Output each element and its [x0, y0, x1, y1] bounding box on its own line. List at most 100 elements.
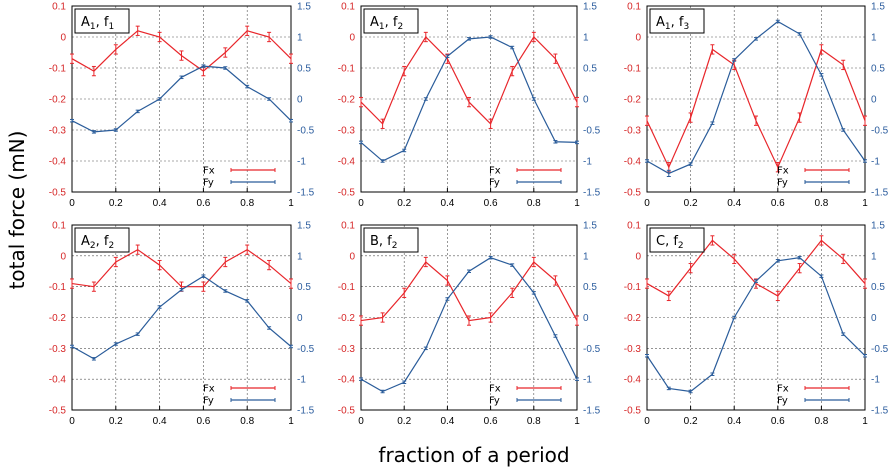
panel-title-text: A1, f3 [656, 15, 689, 32]
y-left-tick-label: -0.4 [624, 375, 642, 386]
error-bar-fy [402, 380, 407, 384]
error-bar-fx [245, 25, 250, 36]
y-right-tick-label: 1 [297, 33, 303, 44]
error-bar-fy [553, 140, 558, 144]
legend-entry-fy: Fy [777, 178, 850, 189]
error-bar-fy [423, 346, 428, 351]
chart-panel: 0 0.2 0.4 0.6 0.8 1 0.1 0 -0.1 -0.2 -0.3 -0.4 -0.5 1.… [338, 2, 601, 210]
error-bar-fx [467, 315, 471, 326]
plot-frame [71, 5, 292, 193]
error-bar-fx [267, 259, 272, 271]
panel-title: A1, f1 [74, 8, 130, 34]
y-left-tick-label: 0 [349, 251, 355, 262]
y-left-tick-label: 0.1 [627, 221, 641, 232]
panel-title: A1, f2 [363, 8, 419, 34]
y-right-tick-label: 0 [583, 95, 589, 106]
panel-title-text: A1, f2 [370, 15, 403, 32]
error-bar-fx [553, 53, 558, 64]
error-bar-fy [201, 274, 206, 278]
x-tick-label: 1 [862, 416, 868, 427]
error-bar-fy [732, 315, 737, 320]
error-bar-fx [201, 281, 206, 292]
error-bar-fx [289, 53, 293, 64]
y-right-tick-label: -1 [297, 157, 306, 168]
error-bar-fy [245, 299, 250, 303]
y-right-tick-label: -1 [583, 157, 592, 168]
x-tick-label: 0.2 [397, 416, 411, 427]
error-bar-fy [467, 37, 471, 41]
error-bar-fy [645, 159, 649, 163]
error-bar-fy [91, 357, 96, 361]
error-bar-fx [135, 244, 140, 255]
error-bar-fy [157, 305, 162, 309]
error-bar-fy [863, 159, 867, 163]
panel-title: C, f2 [649, 227, 705, 253]
y-right-tick-label: 1 [297, 251, 303, 262]
error-bar-fx [488, 118, 493, 129]
series-line-fx [360, 36, 578, 125]
error-bar-fx [113, 44, 118, 55]
error-bar-fy [488, 255, 493, 260]
y-right-tick-label: -1 [871, 157, 880, 168]
y-left-tick-label: -0.5 [49, 406, 67, 417]
error-bar-fx [467, 96, 471, 108]
error-bar-fy [179, 288, 184, 292]
y-left-tick-label: -0.4 [49, 375, 67, 386]
error-bar-fx [488, 312, 493, 323]
y-right-tick-label: -1.5 [583, 406, 601, 417]
error-bar-fy [819, 274, 824, 278]
error-bar-fy [157, 97, 162, 101]
y-right-tick-label: 0.5 [297, 64, 311, 75]
error-bar-fy [267, 97, 272, 101]
legend-entry-fy: Fy [777, 396, 850, 407]
error-bar-fx [666, 290, 671, 302]
error-bar-fx [710, 235, 715, 246]
y-left-tick-label: -0.5 [338, 188, 356, 199]
error-bar-fx [380, 118, 385, 129]
error-bar-fx [732, 253, 737, 265]
panel-title: A1, f3 [649, 8, 705, 34]
x-tick-label: 0 [644, 198, 650, 209]
x-tick-label: 0.4 [727, 416, 741, 427]
error-bar-fy [223, 66, 228, 70]
y-right-tick-label: -1 [297, 375, 306, 386]
error-bar-fy [445, 297, 450, 301]
error-bar-fx [531, 31, 536, 43]
y-right-tick-label: 1.5 [297, 2, 311, 13]
series-line-fx [71, 248, 292, 288]
error-bar-fy [113, 342, 118, 346]
y-left-tick-label: -0.2 [338, 95, 356, 106]
x-tick-label: 0.4 [440, 198, 454, 209]
legend-entry-fy: Fy [203, 396, 276, 407]
x-tick-label: 0.8 [814, 416, 828, 427]
y-right-tick-label: -0.5 [297, 344, 315, 355]
error-bar-fx [819, 44, 824, 55]
legend-label: Fy [203, 178, 214, 189]
x-tick-label: 0.6 [484, 198, 498, 209]
error-bar-fx [157, 31, 162, 43]
error-bar-fy [179, 75, 184, 80]
y-left-tick-label: 0 [60, 251, 66, 262]
y-right-tick-label: 0 [871, 95, 877, 106]
legend-entry-fx: Fx [203, 166, 276, 177]
y-left-tick-label: -0.3 [338, 344, 356, 355]
y-left-tick-label: 0.1 [52, 221, 66, 232]
y-right-tick-label: 0.5 [297, 282, 311, 293]
legend-label: Fy [203, 396, 214, 407]
error-bar-fy [245, 84, 250, 89]
y-right-tick-label: -1.5 [871, 406, 889, 417]
error-bar-fy [467, 269, 471, 273]
chart-panels: 0 0.2 0.4 0.6 0.8 1 0.1 0 -0.1 -0.2 -0.3 -0.4 -0.5 1.… [49, 2, 889, 428]
chart-panel: 0 0.2 0.4 0.6 0.8 1 0.1 0 -0.1 -0.2 -0.3 -0.4 -0.5 1.… [624, 221, 889, 428]
y-left-tick-label: -0.1 [624, 64, 642, 75]
error-bar-fx [863, 115, 867, 126]
error-bar-fy [575, 377, 579, 381]
error-bar-fx [797, 263, 802, 274]
y-left-tick-label: -0.3 [624, 126, 642, 137]
error-bar-fy [380, 159, 385, 163]
error-bar-fy [113, 128, 118, 132]
error-bar-fx [157, 259, 162, 271]
legend-entry-fx: Fx [489, 166, 562, 177]
panel-title-text: A2, f2 [81, 234, 114, 251]
y-left-tick-label: -0.2 [624, 313, 642, 324]
